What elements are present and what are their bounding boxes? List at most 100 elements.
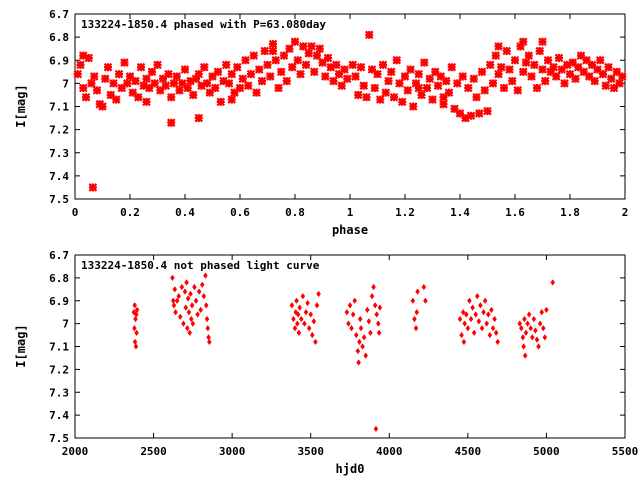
data-point bbox=[230, 88, 239, 97]
data-point bbox=[257, 76, 267, 86]
data-point bbox=[518, 67, 528, 77]
data-point bbox=[612, 67, 622, 77]
x-tick-label: 2000 bbox=[62, 445, 89, 458]
data-point bbox=[532, 83, 542, 93]
data-point bbox=[298, 42, 308, 51]
data-point bbox=[458, 72, 468, 81]
data-point bbox=[351, 72, 360, 81]
data-point bbox=[252, 88, 261, 97]
y-tick-label: 7.3 bbox=[49, 147, 69, 160]
data-point bbox=[73, 69, 83, 79]
data-point bbox=[507, 76, 517, 86]
data-point bbox=[133, 315, 138, 323]
data-point bbox=[133, 311, 139, 318]
data-point bbox=[364, 30, 374, 40]
data-point bbox=[329, 76, 338, 86]
data-point bbox=[309, 67, 319, 77]
data-point bbox=[499, 83, 509, 93]
data-point bbox=[487, 331, 493, 339]
data-point bbox=[128, 88, 138, 97]
data-point bbox=[617, 72, 627, 81]
data-point bbox=[315, 44, 325, 53]
data-point bbox=[198, 306, 204, 314]
data-point bbox=[285, 44, 294, 53]
data-point bbox=[177, 313, 183, 320]
data-point bbox=[169, 79, 179, 88]
data-point bbox=[460, 308, 466, 316]
data-point bbox=[573, 62, 583, 72]
data-point bbox=[430, 67, 440, 77]
data-point bbox=[414, 83, 424, 93]
data-point bbox=[441, 76, 451, 86]
data-point bbox=[595, 55, 605, 65]
data-point bbox=[485, 60, 495, 70]
data-point bbox=[466, 111, 476, 121]
y-tick-label: 6.9 bbox=[49, 54, 69, 67]
data-point bbox=[604, 62, 613, 72]
data-point bbox=[412, 315, 417, 323]
data-point bbox=[302, 320, 307, 327]
data-point bbox=[307, 42, 316, 51]
data-point bbox=[538, 65, 547, 74]
data-point bbox=[436, 72, 446, 81]
y-tick-label: 6.8 bbox=[49, 272, 69, 285]
data-point bbox=[518, 37, 528, 47]
data-point bbox=[294, 297, 299, 304]
data-point bbox=[210, 83, 220, 93]
data-point bbox=[358, 324, 364, 332]
data-point bbox=[539, 308, 545, 316]
data-point bbox=[132, 338, 138, 346]
data-point bbox=[187, 329, 193, 337]
data-point bbox=[303, 308, 309, 316]
data-point bbox=[473, 311, 479, 318]
data-point bbox=[609, 83, 619, 93]
data-point bbox=[227, 95, 237, 104]
data-point bbox=[521, 343, 526, 350]
data-point bbox=[183, 83, 193, 93]
data-point bbox=[492, 315, 497, 323]
data-point bbox=[540, 324, 546, 332]
data-point bbox=[186, 76, 195, 86]
x-axis-ticks: 0 0.2 0.4 0.6 0.8 1 1.2 1.4 1.6 1.8 2 bbox=[72, 14, 628, 219]
data-point bbox=[461, 113, 470, 123]
data-point bbox=[175, 86, 184, 95]
data-point bbox=[150, 79, 160, 88]
data-point bbox=[587, 60, 597, 70]
data-point bbox=[117, 83, 127, 93]
data-point bbox=[179, 283, 185, 291]
data-point bbox=[518, 324, 524, 332]
x-tick-label: 3000 bbox=[219, 445, 246, 458]
data-point bbox=[606, 74, 616, 84]
data-point bbox=[142, 74, 151, 84]
data-point bbox=[289, 302, 295, 309]
x-tick-label: 1 bbox=[347, 206, 354, 219]
data-point bbox=[513, 86, 523, 95]
data-point bbox=[546, 67, 556, 77]
data-points bbox=[131, 272, 556, 433]
data-point bbox=[593, 65, 602, 74]
data-point bbox=[276, 67, 286, 77]
data-point bbox=[484, 320, 490, 327]
data-point bbox=[527, 72, 536, 81]
data-point bbox=[534, 336, 540, 343]
data-point bbox=[490, 324, 496, 332]
data-point bbox=[318, 58, 327, 67]
data-point bbox=[474, 292, 480, 300]
data-point bbox=[224, 79, 234, 88]
data-point bbox=[290, 37, 300, 47]
plot-frame bbox=[74, 254, 626, 439]
data-point bbox=[414, 69, 424, 79]
data-point bbox=[550, 279, 556, 286]
data-point bbox=[565, 69, 575, 79]
y-tick-label: 6.7 bbox=[49, 249, 69, 262]
data-point bbox=[84, 53, 94, 63]
data-point bbox=[176, 292, 182, 300]
data-point bbox=[375, 95, 385, 104]
data-point bbox=[357, 338, 362, 346]
data-point bbox=[444, 88, 454, 97]
data-point bbox=[376, 329, 382, 337]
data-point bbox=[131, 76, 140, 86]
data-point bbox=[468, 315, 474, 323]
data-point bbox=[132, 324, 137, 332]
chart-panel-phased: 133224-1850.4 phased with P=63.080day ph… bbox=[14, 8, 628, 237]
